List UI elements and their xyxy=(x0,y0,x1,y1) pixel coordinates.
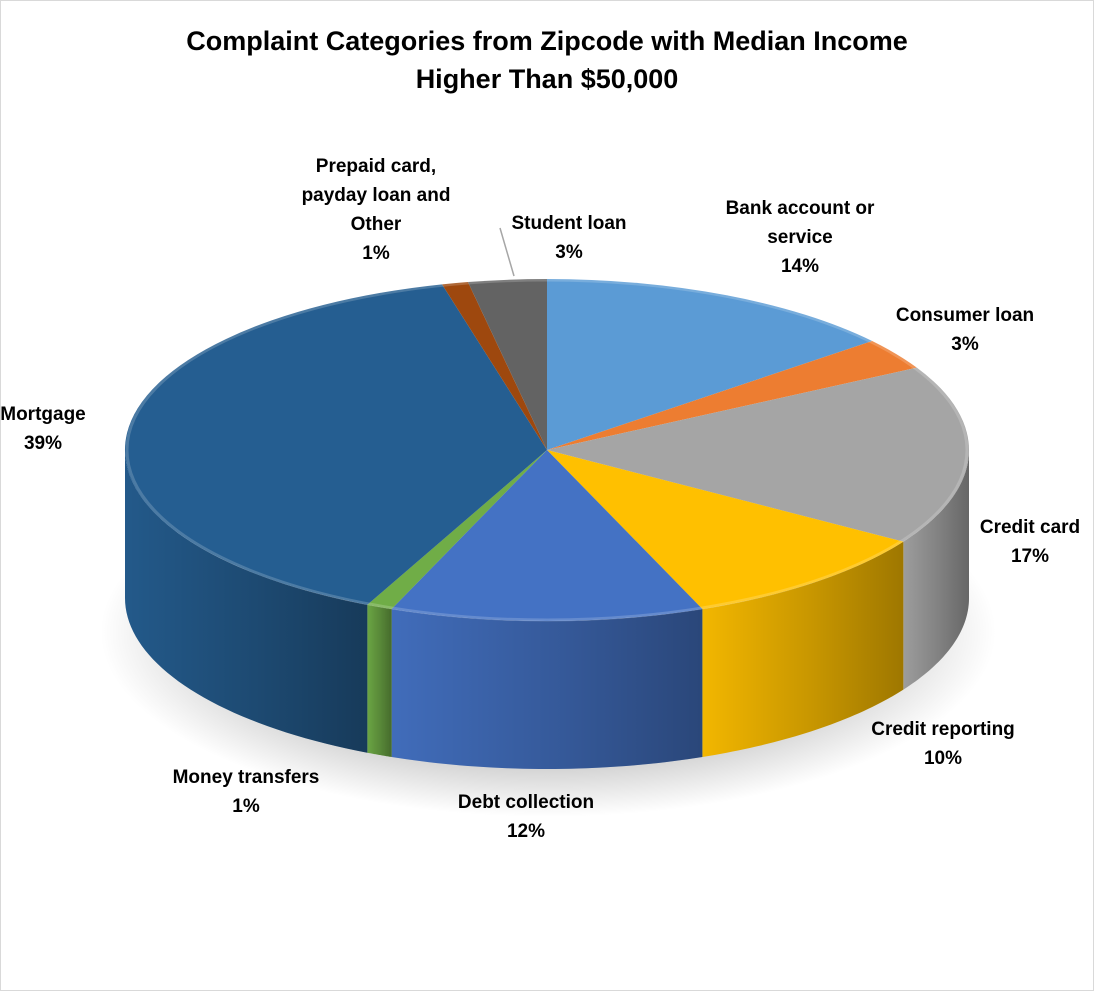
data-label-name: Student loan xyxy=(511,213,626,234)
data-label-name: Credit card xyxy=(980,517,1080,538)
pie-slice-consumer-loan xyxy=(547,341,917,450)
pie-leader-lines xyxy=(499,227,515,277)
data-label-name: Other xyxy=(351,214,402,235)
chart-title-line-1: Complaint Categories from Zipcode with M… xyxy=(186,26,908,56)
chart-title-line-2: Higher Than $50,000 xyxy=(415,64,679,94)
data-label-name: Consumer loan xyxy=(896,305,1034,326)
data-label-consumer-loan: Consumer loan 3% xyxy=(896,305,1034,355)
pie-side-mortgage xyxy=(125,450,368,753)
data-label-name: Credit reporting xyxy=(871,719,1015,740)
data-label-percent: 3% xyxy=(951,334,979,355)
data-label-percent: 10% xyxy=(924,748,962,769)
pie-slice-student-loan xyxy=(467,279,547,450)
pie-slice-bank-account-or-service xyxy=(547,279,873,450)
pie-side-debt-collection xyxy=(391,608,703,769)
data-label-credit-card: Credit card 17% xyxy=(980,517,1080,567)
data-label-prepaid-card-payday-loan-and-other: Prepaid card, payday loan and Other 1% xyxy=(302,156,451,264)
data-label-name: payday loan and xyxy=(302,185,451,206)
data-label-credit-reporting: Credit reporting 10% xyxy=(871,719,1015,769)
data-label-name: service xyxy=(767,227,833,248)
data-label-percent: 3% xyxy=(555,242,583,263)
data-label-bank-account-or-service: Bank account or service 14% xyxy=(726,198,875,277)
pie-top-faces xyxy=(124,278,970,622)
pie-side-money-transfers xyxy=(367,604,392,757)
data-label-mortgage: Mortgage 39% xyxy=(0,404,86,454)
chart-title: Complaint Categories from Zipcode with M… xyxy=(0,22,1094,98)
data-label-name: Prepaid card, xyxy=(316,156,436,177)
data-label-money-transfers: Money transfers 1% xyxy=(173,767,320,817)
data-label-name: Money transfers xyxy=(173,767,320,788)
data-label-percent: 17% xyxy=(1011,546,1049,567)
pie-slice-prepaid-card-payday-loan-and-other xyxy=(442,282,547,450)
pie-slice-debt-collection xyxy=(391,450,703,621)
pie-slice-money-transfers xyxy=(367,450,547,609)
pie-rim-highlight xyxy=(125,278,969,622)
data-label-percent: 12% xyxy=(507,821,545,842)
pie-side-credit-card xyxy=(903,450,969,690)
pie-slice-credit-card xyxy=(547,367,970,542)
data-label-student-loan: Student loan 3% xyxy=(511,213,626,263)
data-label-name: Debt collection xyxy=(458,792,594,813)
pie-side-walls xyxy=(125,450,969,769)
pie-labels: Bank account or service 14% Consumer loan 3%… xyxy=(0,156,1080,842)
data-label-debt-collection: Debt collection 12% xyxy=(458,792,594,842)
data-label-name: Mortgage xyxy=(0,404,86,425)
data-label-percent: 14% xyxy=(781,256,819,277)
data-label-name: Bank account or xyxy=(726,198,875,219)
pie-side-credit-reporting xyxy=(702,541,904,757)
pie-slice-mortgage xyxy=(124,284,547,605)
data-label-percent: 39% xyxy=(24,433,62,454)
leader-line-student-loan xyxy=(499,227,515,277)
data-label-percent: 1% xyxy=(362,243,390,264)
pie-slice-credit-reporting xyxy=(547,450,904,609)
data-label-percent: 1% xyxy=(232,796,260,817)
